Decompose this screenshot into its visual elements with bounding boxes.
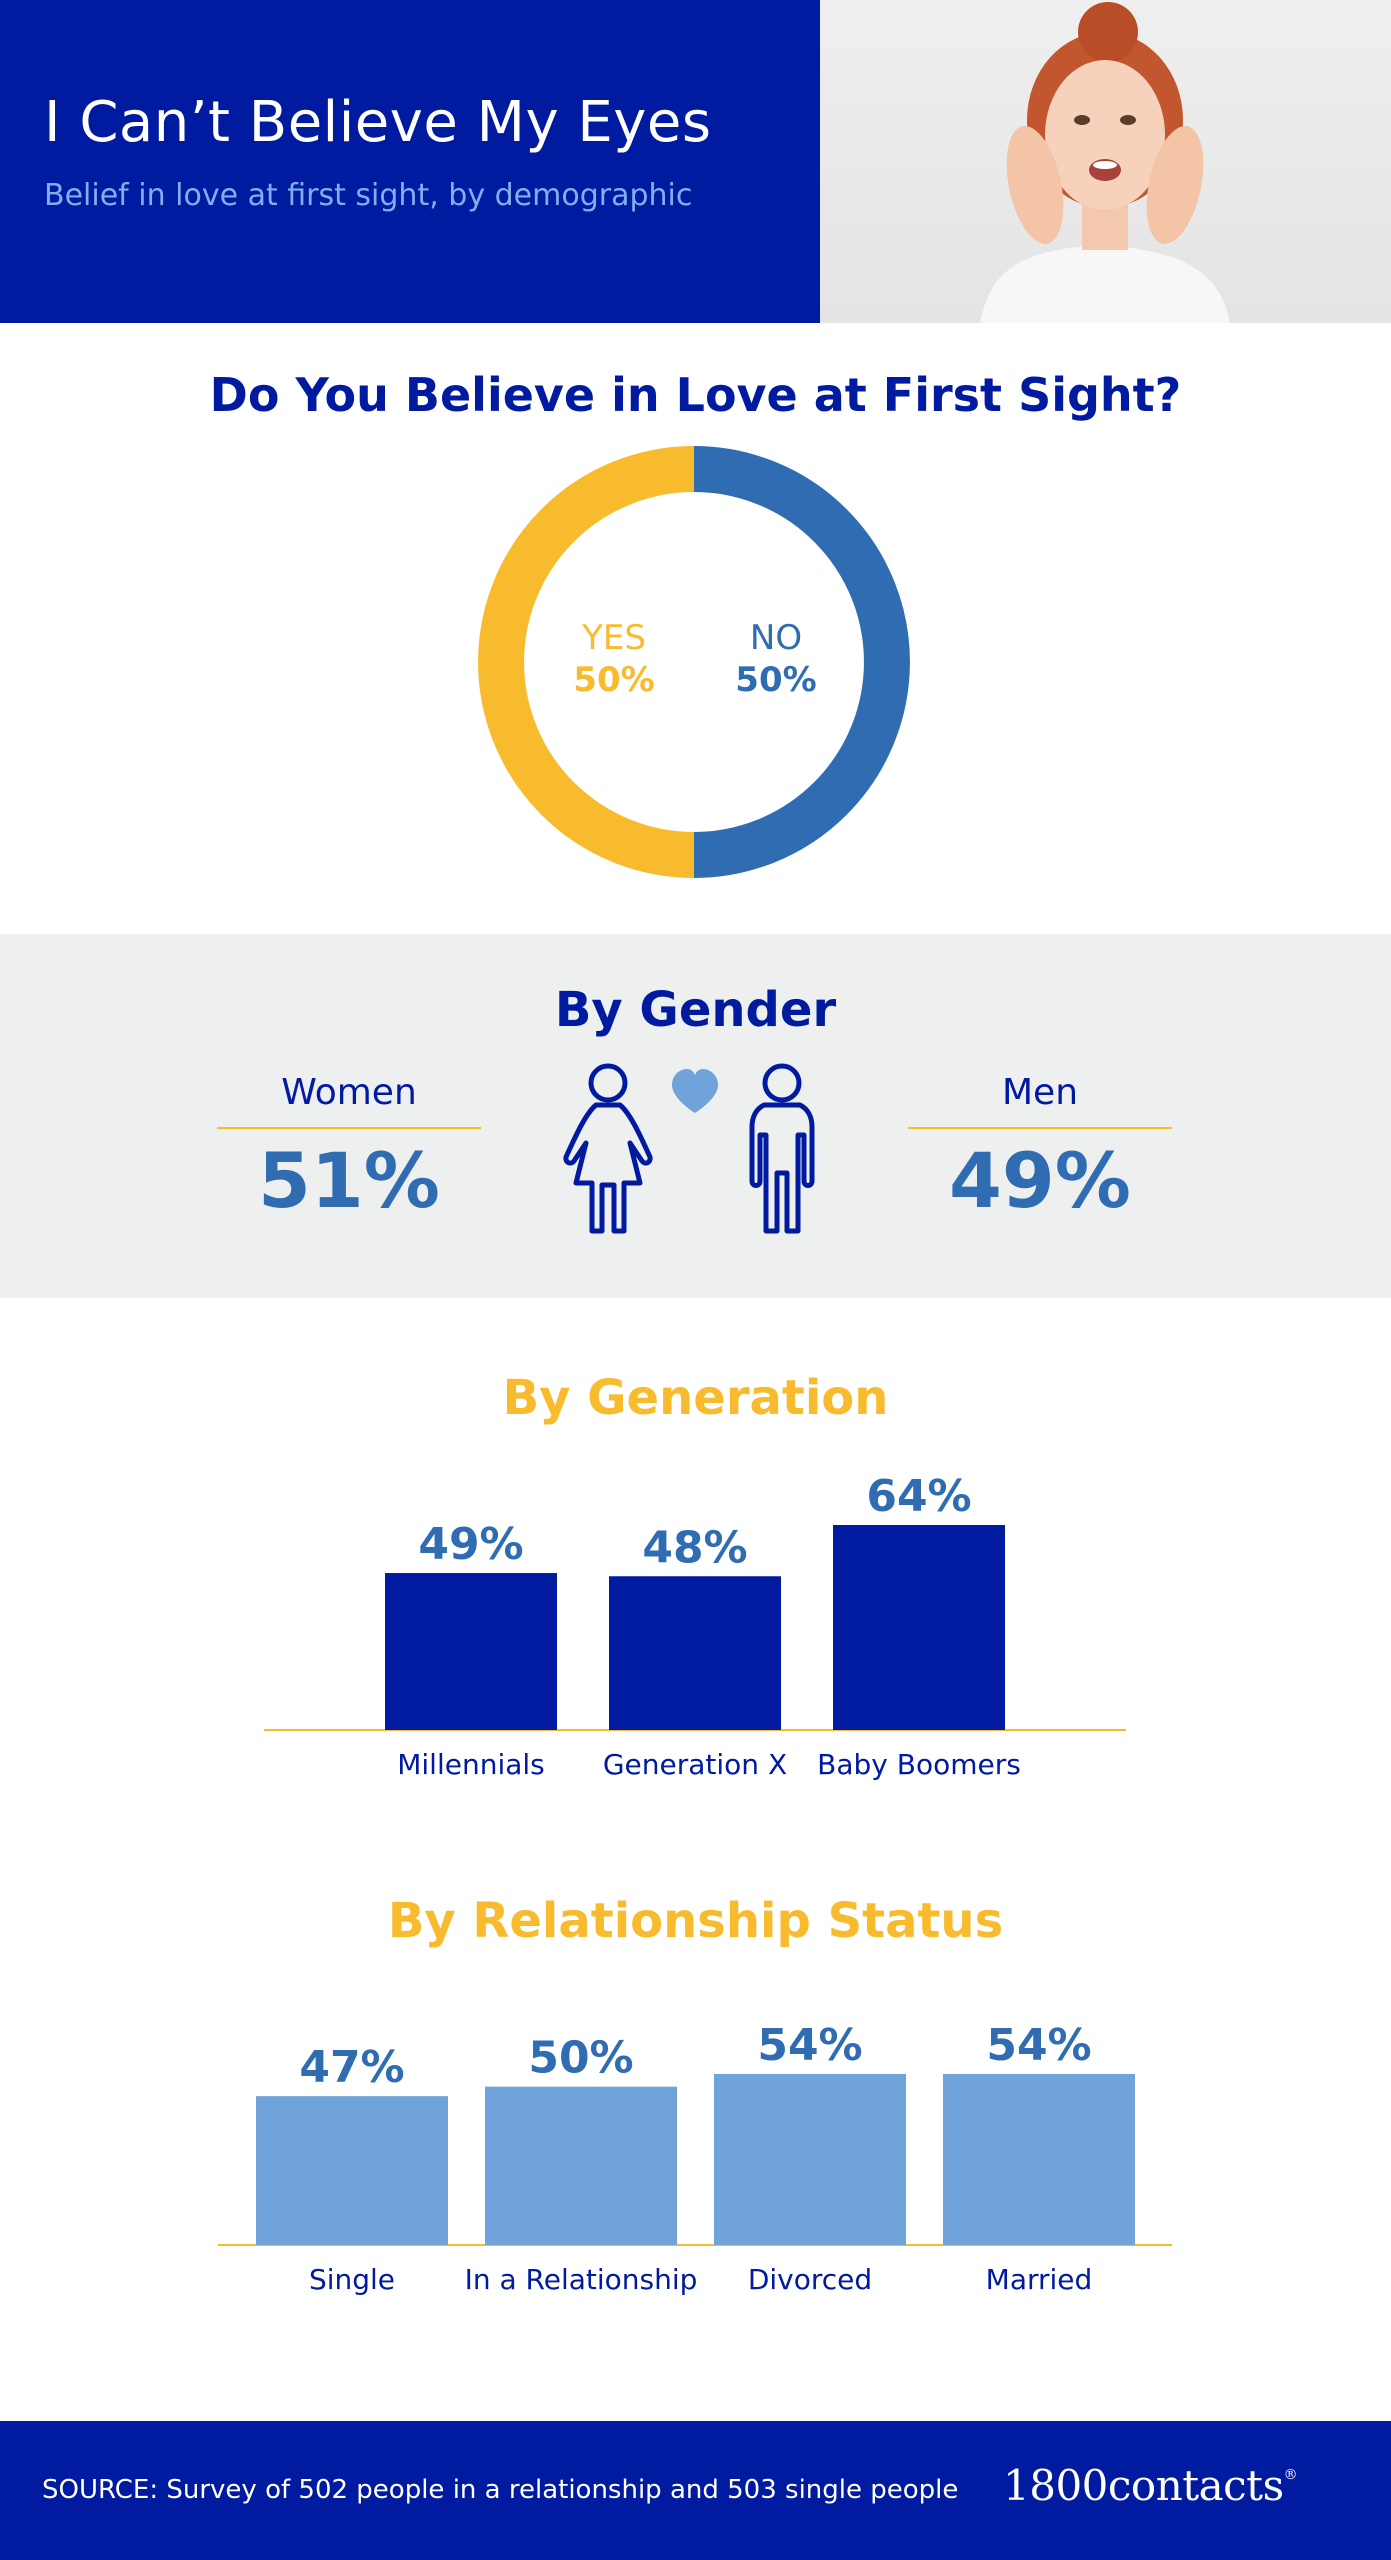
bar-category-label: Baby Boomers xyxy=(817,1748,1021,1781)
bar-category-label: Generation X xyxy=(603,1748,787,1781)
man-icon xyxy=(749,1063,815,1234)
source-note: SOURCE: Survey of 502 people in a relati… xyxy=(42,2475,959,2505)
belief-donut-chart xyxy=(478,446,910,878)
relationship-bar-chart: 47% Single 50% In a Relationship 54% Divorced… xyxy=(218,2020,1172,2296)
bar-value-label: 54% xyxy=(986,2020,1091,2071)
bar-value-label: 64% xyxy=(866,1471,971,1522)
donut-slice-no xyxy=(693,446,910,878)
women-value: 51% xyxy=(258,1136,440,1225)
bar-value-label: 49% xyxy=(418,1519,523,1570)
donut-slice-yes xyxy=(478,446,695,878)
bar-value-label: 47% xyxy=(299,2042,404,2093)
bar-generation-x xyxy=(609,1576,781,1730)
generation-bar-chart: 49% Millennials 48% Generation X 64% Baby Boo… xyxy=(264,1471,1126,1781)
donut-yes-value: 50% xyxy=(573,660,655,700)
men-divider xyxy=(908,1127,1172,1129)
gender-section xyxy=(0,934,1391,1298)
bar-divorced xyxy=(714,2074,906,2245)
bar-value-label: 48% xyxy=(642,1522,747,1573)
belief-heading: Do You Believe in Love at First Sight? xyxy=(209,368,1182,422)
footer: SOURCE: Survey of 502 people in a relati… xyxy=(0,2421,1391,2560)
page-subtitle: Belief in love at first sight, by demogr… xyxy=(44,178,693,213)
brand-logo: 1800contacts® xyxy=(1003,2461,1298,2510)
gender-heading: By Gender xyxy=(554,982,837,1038)
donut-no-value: 50% xyxy=(735,660,817,700)
men-value: 49% xyxy=(949,1136,1131,1225)
bar-category-label: Married xyxy=(986,2263,1093,2296)
bar-baby-boomers xyxy=(833,1525,1005,1730)
generation-heading: By Generation xyxy=(502,1370,889,1426)
bar-in-a-relationship xyxy=(485,2086,677,2245)
bar-millennials xyxy=(385,1573,557,1730)
header-photo xyxy=(820,0,1391,323)
bar-value-label: 54% xyxy=(757,2020,862,2071)
women-label: Women xyxy=(281,1072,417,1113)
bar-married xyxy=(943,2074,1135,2245)
bar-category-label: In a Relationship xyxy=(465,2263,698,2296)
bar-category-label: Divorced xyxy=(748,2263,872,2296)
women-divider xyxy=(217,1127,481,1129)
bar-category-label: Single xyxy=(309,2263,395,2296)
header: I Can’t Believe My Eyes Belief in love a… xyxy=(0,0,1391,323)
page-title: I Can’t Believe My Eyes xyxy=(44,90,712,155)
bar-single xyxy=(256,2096,448,2245)
gender-figures xyxy=(563,1063,815,1234)
donut-no-label: NO xyxy=(749,618,803,658)
bar-category-label: Millennials xyxy=(397,1748,545,1781)
heart-icon xyxy=(672,1069,718,1113)
donut-yes-label: YES xyxy=(582,618,646,658)
bar-value-label: 50% xyxy=(528,2033,633,2084)
brand-name: 1800contacts xyxy=(1003,2461,1284,2510)
men-label: Men xyxy=(1001,1072,1079,1113)
smiling-woman-photo xyxy=(980,2,1230,323)
woman-icon xyxy=(563,1063,653,1234)
relationship-heading: By Relationship Status xyxy=(387,1893,1004,1949)
header-title-panel: I Can’t Believe My Eyes Belief in love a… xyxy=(0,0,820,323)
